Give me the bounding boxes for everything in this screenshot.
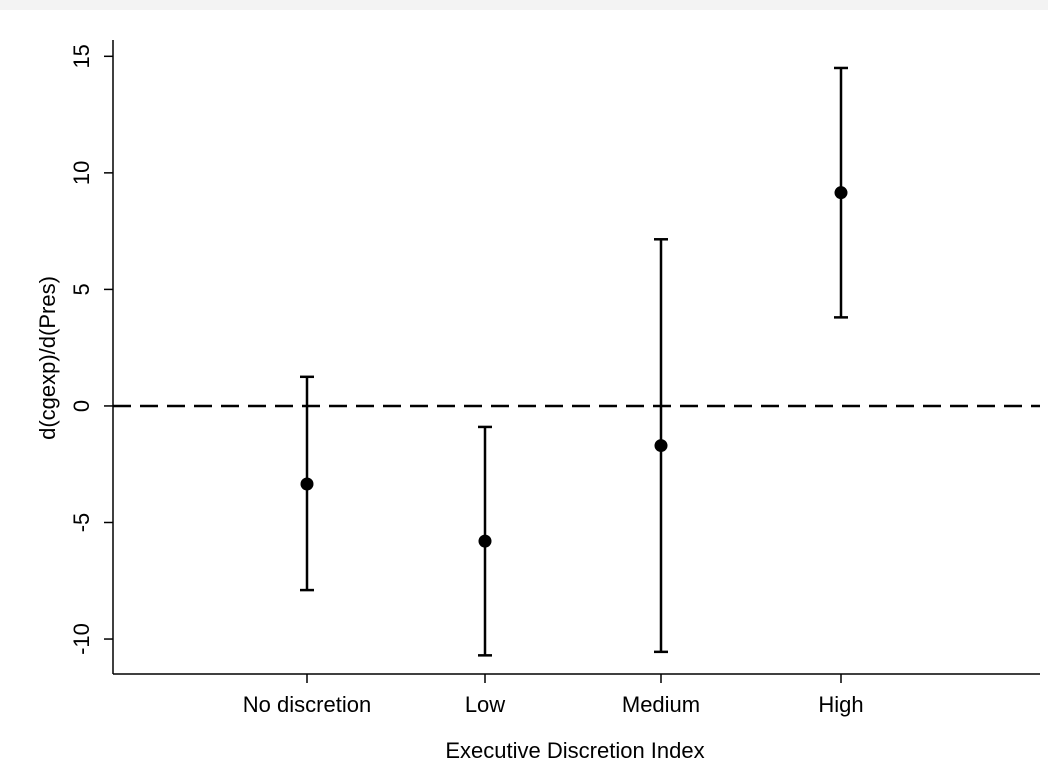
- x-axis-title: Executive Discretion Index: [445, 738, 704, 763]
- point-estimate: [300, 477, 314, 491]
- y-axis-title: d(cgexp)/d(Pres): [35, 276, 60, 440]
- point-estimate: [834, 186, 848, 200]
- x-tick-label: Low: [465, 692, 505, 717]
- y-tick-label: 5: [69, 283, 94, 295]
- point-estimate: [654, 439, 668, 453]
- axes: 15 10 5 0 -5 -10 No discretion Low Medium High: [69, 40, 1040, 717]
- point-estimate: [478, 534, 492, 548]
- marks: [113, 66, 1040, 657]
- x-tick-label: Medium: [622, 692, 700, 717]
- x-tick-label: High: [818, 692, 863, 717]
- y-tick-label: -10: [69, 623, 94, 655]
- top-background-strip: [0, 0, 1048, 10]
- y-tick-label: 0: [69, 400, 94, 412]
- x-tick-label: No discretion: [243, 692, 371, 717]
- y-tick-label: -5: [69, 513, 94, 533]
- y-tick-label: 10: [69, 161, 94, 185]
- y-tick-label: 15: [69, 44, 94, 68]
